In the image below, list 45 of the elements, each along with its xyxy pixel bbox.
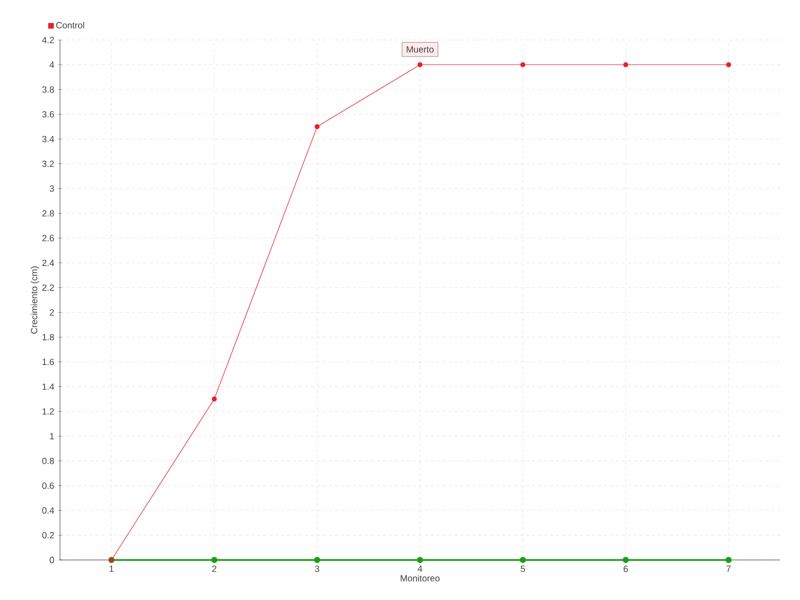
point — [212, 396, 217, 402]
x-tick-label: 4 — [418, 566, 422, 572]
x-tick-label: 6 — [624, 566, 628, 572]
x-tick-label: 1 — [110, 566, 114, 572]
y-tick-label: 0.4 — [42, 507, 54, 514]
point — [726, 62, 732, 68]
y-tick-label: 1.6 — [42, 358, 54, 366]
y-tick-label: 1.8 — [42, 334, 54, 340]
point — [211, 556, 218, 564]
x-tick-label: 7 — [726, 566, 731, 572]
point — [622, 556, 629, 564]
y-tick-label: 3.8 — [42, 86, 54, 93]
point — [418, 62, 422, 68]
y-tick-label: 4 — [50, 62, 54, 68]
point — [623, 62, 628, 68]
point — [314, 556, 320, 564]
y-tick-label: 0.6 — [42, 482, 54, 489]
point — [314, 124, 320, 130]
y-tick-label: 2.6 — [42, 234, 54, 242]
x-tick-label: 3 — [315, 566, 320, 572]
x-tick-label: 2 — [212, 566, 216, 572]
y-tick-label: 3.2 — [42, 160, 54, 167]
y-tick-label: 2 — [50, 309, 54, 316]
y-axis-title: Crecimiento (cm) — [30, 266, 40, 334]
y-tick-label: 0.8 — [42, 458, 54, 464]
point — [520, 556, 526, 564]
y-tick-label: 3.4 — [42, 136, 54, 142]
y-tick-label: 3 — [50, 185, 54, 192]
y-tick-label: 0.2 — [42, 532, 54, 538]
annotation: Muerto — [406, 46, 434, 53]
y-tick-label: 1 — [50, 433, 54, 440]
x-tick-label: 5 — [520, 566, 525, 572]
x-axis-title: Monitoreo — [400, 574, 440, 582]
y-tick-label: 2.4 — [42, 260, 54, 266]
y-tick-label: 1.2 — [42, 408, 54, 415]
y-tick-label: 1.4 — [42, 384, 54, 390]
y-tick-label: 4.2 — [42, 36, 54, 44]
legend-label: Control — [56, 22, 84, 28]
y-tick-label: 3.6 — [42, 111, 54, 118]
point — [725, 556, 732, 564]
point — [416, 556, 424, 564]
y-tick-label: 0 — [50, 556, 54, 564]
y-tick-label: 2.2 — [42, 284, 54, 291]
y-tick-label: 2.8 — [42, 210, 54, 216]
point — [520, 62, 526, 68]
